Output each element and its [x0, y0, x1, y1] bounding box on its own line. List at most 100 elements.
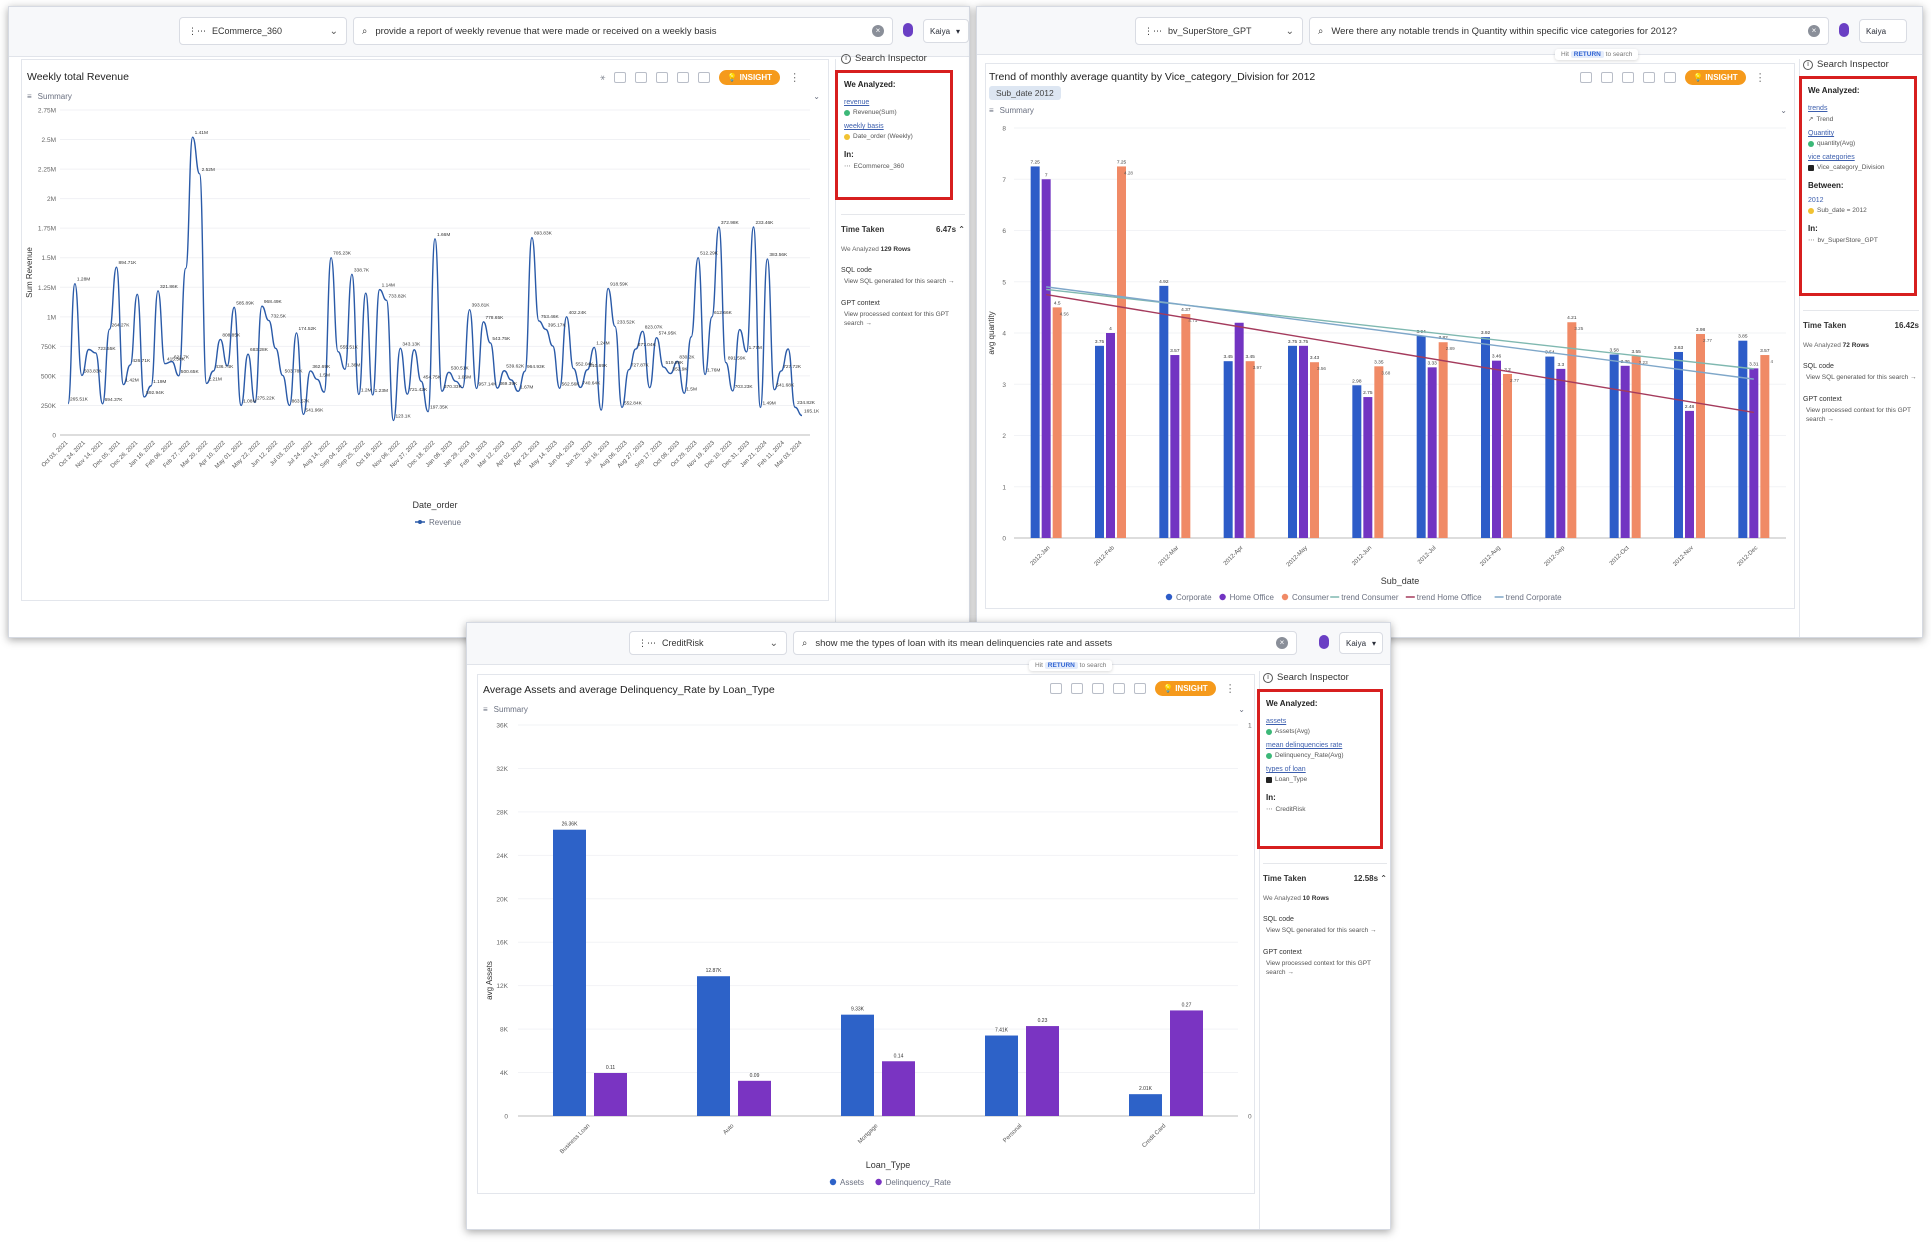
filter-chip[interactable]: Sub_date 2012 — [989, 86, 1061, 100]
filter-icon[interactable] — [677, 72, 690, 83]
analyzed-term[interactable]: assets — [1266, 718, 1287, 725]
x-tick-label: 2012-Mar — [1158, 545, 1180, 567]
filter-icon[interactable] — [1113, 683, 1125, 694]
data-label: 753.46K — [541, 314, 560, 320]
data-label: 4.21 — [1567, 315, 1577, 321]
analyzed-term[interactable]: trends — [1808, 105, 1828, 112]
data-label: 4.5 — [1054, 300, 1061, 306]
bar — [1631, 356, 1641, 538]
data-label: 543.75K — [492, 336, 511, 342]
bar — [1310, 362, 1319, 538]
view-gpt-context-link[interactable]: View processed context for this GPT sear… — [1266, 960, 1371, 977]
table-icon[interactable] — [1601, 72, 1613, 83]
dataset-selector[interactable]: ⋮⋯ CreditRisk ⌄ — [629, 631, 787, 655]
pin-icon[interactable] — [698, 72, 711, 83]
data-label: 3.92 — [1481, 330, 1491, 336]
table-icon[interactable] — [1071, 683, 1083, 694]
view-sql-link[interactable]: View SQL generated for this search → — [1266, 927, 1377, 934]
view-gpt-context-link[interactable]: View processed context for this GPT sear… — [1806, 407, 1911, 424]
microphone-icon[interactable] — [1839, 23, 1849, 37]
data-label: 3.43 — [1310, 355, 1320, 361]
clear-icon[interactable]: × — [1808, 25, 1820, 37]
analyzed-term[interactable]: revenue — [844, 99, 870, 106]
weekly-revenue-chart: 0 250K 500K 750K 1M 1.25M 1.5M 1.75M 2M 2.25M 2.5M… — [25, 108, 820, 528]
time-taken-row[interactable]: Time Taken 6.47s ⌃ — [841, 214, 965, 234]
more-options-icon[interactable]: ⋮ — [789, 72, 801, 84]
bar — [738, 1080, 771, 1116]
user-selector[interactable]: Kaiya — [1859, 19, 1907, 43]
microphone-icon[interactable] — [903, 23, 913, 37]
rows-analyzed: We Analyzed 72 Rows — [1803, 342, 1870, 349]
pin-icon[interactable] — [1664, 72, 1676, 83]
user-selector[interactable]: Kaiya ▾ — [1339, 632, 1383, 654]
chart-card: Weekly total Revenue ⚹ 💡 INSIGHT ⋮ ≡ Sum… — [21, 59, 829, 601]
y-tick-label: 32K — [496, 766, 508, 773]
copy-icon[interactable] — [656, 72, 669, 83]
column-name: Trend — [1816, 115, 1834, 123]
bar — [1749, 368, 1759, 538]
data-label: 7 — [1045, 172, 1048, 178]
time-taken-row[interactable]: Time Taken 12.58s ⌃ — [1263, 863, 1387, 883]
clear-icon[interactable]: × — [872, 25, 884, 37]
dataset-selector[interactable]: ⋮⋯ ECommerce_360 ⌄ — [179, 17, 347, 45]
chart-type-icon[interactable] — [1050, 683, 1062, 694]
filter-icon[interactable] — [1643, 72, 1655, 83]
we-analyzed-box: We Analyzed: assets Assets(Avg) mean del… — [1257, 689, 1383, 849]
microphone-icon[interactable] — [1319, 635, 1329, 649]
chart-toolbar: 💡 INSIGHT ⋮ — [1580, 70, 1766, 85]
sql-code-label: SQL code — [1263, 916, 1294, 923]
view-gpt-context-link[interactable]: View processed context for this GPT sear… — [844, 311, 949, 328]
data-label: 7.25 — [1030, 159, 1040, 165]
analyzed-term[interactable]: Quantity — [1808, 130, 1835, 137]
bar — [841, 1014, 874, 1116]
dataset-selector[interactable]: ⋮⋯ bv_SuperStore_GPT ⌄ — [1135, 17, 1303, 45]
data-label: 541.96K — [305, 407, 324, 413]
summary-label: Summary — [493, 705, 528, 714]
analyzed-term[interactable]: weekly basis — [844, 123, 884, 130]
data-label: 3.45 — [1245, 354, 1255, 360]
summary-toggle[interactable]: ≡ Summary ⌄ — [989, 106, 1787, 115]
bar — [1181, 314, 1191, 538]
data-label: 265.51K — [70, 397, 89, 403]
summary-toggle[interactable]: ≡ Summary ⌄ — [27, 92, 820, 101]
chart-type-icon[interactable] — [1580, 72, 1592, 83]
measure-icon — [1266, 752, 1272, 759]
legend-label: trend Corporate — [1506, 593, 1563, 602]
column-name: Delinquency_Rate(Avg) — [1275, 752, 1344, 759]
data-label: 2.77 — [1510, 378, 1519, 383]
user-selector[interactable]: Kaiya ▾ — [923, 19, 969, 43]
more-options-icon[interactable]: ⋮ — [1754, 72, 1766, 84]
copy-icon[interactable] — [1622, 72, 1634, 83]
insight-button[interactable]: 💡 INSIGHT — [1155, 681, 1216, 696]
more-options-icon[interactable]: ⋮ — [1224, 683, 1236, 695]
legend-marker-icon — [875, 1178, 882, 1186]
data-label: 362.69K — [312, 364, 331, 370]
pin-icon[interactable] — [1134, 683, 1146, 694]
summary-toggle[interactable]: ≡ Summary ⌄ — [483, 705, 1245, 714]
data-label: 1.36M — [347, 362, 360, 368]
return-hint: Hit RETURN to search — [1555, 49, 1639, 60]
insight-button[interactable]: 💡 INSIGHT — [719, 70, 781, 85]
analyzed-term[interactable]: mean delinquencies rate — [1266, 742, 1343, 749]
data-label: 918.59K — [610, 281, 629, 287]
analyzed-term[interactable]: types of loan — [1266, 766, 1306, 773]
auto-chart-icon[interactable]: ⚹ — [600, 72, 606, 82]
data-label: 1.5M — [686, 386, 697, 392]
view-sql-link[interactable]: View SQL generated for this search → — [844, 278, 955, 285]
legend-label: Home Office — [1230, 593, 1275, 602]
search-input[interactable]: ⌕ show me the types of loan with its mea… — [793, 631, 1297, 655]
search-input[interactable]: ⌕ provide a report of weekly revenue tha… — [353, 17, 893, 45]
insight-button[interactable]: 💡 INSIGHT — [1685, 70, 1746, 85]
table-icon[interactable] — [635, 72, 648, 83]
search-input[interactable]: ⌕ Were there any notable trends in Quant… — [1309, 17, 1829, 45]
copy-icon[interactable] — [1092, 683, 1104, 694]
data-label: 233.46K — [756, 220, 775, 226]
data-label: 1.67M — [520, 384, 533, 390]
analyzed-term[interactable]: vice categories — [1808, 154, 1855, 161]
clear-icon[interactable]: × — [1276, 637, 1288, 649]
data-label: 1.5M — [319, 372, 330, 378]
between-term[interactable]: 2012 — [1808, 197, 1824, 204]
chart-type-icon[interactable] — [614, 72, 627, 83]
time-taken-row[interactable]: Time Taken 16.42s — [1803, 310, 1919, 330]
view-sql-link[interactable]: View SQL generated for this search → — [1806, 374, 1917, 381]
